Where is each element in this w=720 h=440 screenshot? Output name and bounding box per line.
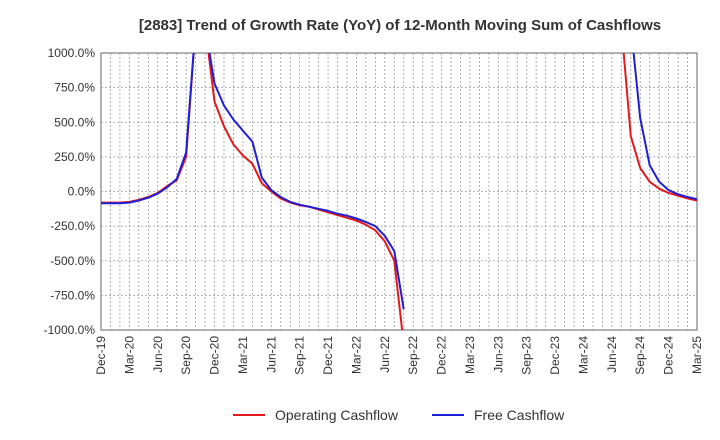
x-axis: Dec-19 Mar-20 Jun-20 Sep-20 Dec-20 Mar-21 Jun-… (94, 336, 704, 375)
x-tick-label: Mar-21 (236, 336, 250, 374)
series-line-free-cashflow (101, 53, 195, 205)
x-tick-label: Jun-23 (491, 336, 505, 373)
y-tick-label: -250.0% (50, 219, 95, 233)
series-line-operating-cashflow (207, 53, 404, 330)
y-tick-label: 250.0% (54, 150, 95, 164)
x-tick-label: Sep-22 (406, 336, 420, 375)
x-tick-label: Jun-21 (264, 336, 278, 373)
y-tick-label: -750.0% (50, 288, 95, 302)
x-tick-label: Mar-24 (576, 336, 590, 374)
legend-label: Operating Cashflow (275, 407, 399, 423)
x-tick-label: Sep-21 (293, 336, 307, 375)
plot-frame (100, 52, 698, 331)
legend: Operating Cashflow Free Cashflow (233, 407, 565, 423)
x-tick-label: Dec-24 (662, 336, 676, 375)
chart-title: [2883] Trend of Growth Rate (YoY) of 12-… (139, 17, 661, 34)
series-layer (101, 53, 697, 330)
x-tick-label: Dec-20 (208, 336, 222, 375)
y-tick-label: 500.0% (54, 115, 95, 129)
x-tick-label: Jun-22 (378, 336, 392, 373)
y-tick-label: 1000.0% (48, 46, 96, 60)
x-tick-label: Mar-23 (463, 336, 477, 374)
y-tick-label: -1000.0% (44, 323, 96, 337)
y-tick-label: -500.0% (50, 254, 95, 268)
y-axis: 1000.0% 750.0% 500.0% 250.0% 0.0% -250.0% -500… (44, 46, 96, 337)
x-tick-label: Dec-22 (435, 336, 449, 375)
series-line-operating-cashflow (622, 53, 697, 202)
x-tick-label: Dec-21 (321, 336, 335, 375)
x-tick-label: Sep-23 (520, 336, 534, 375)
x-tick-label: Sep-24 (633, 336, 647, 375)
x-tick-label: Dec-23 (548, 336, 562, 375)
x-tick-label: Mar-22 (349, 336, 363, 374)
x-tick-label: Mar-25 (690, 336, 704, 374)
x-tick-label: Mar-20 (122, 336, 136, 374)
x-tick-label: Dec-19 (94, 336, 108, 375)
x-tick-label: Sep-20 (179, 336, 193, 375)
x-tick-label: Jun-20 (151, 336, 165, 373)
y-tick-label: 750.0% (54, 81, 95, 95)
x-tick-label: Jun-24 (605, 336, 619, 373)
series-line-free-cashflow (208, 53, 405, 310)
y-tick-label: 0.0% (68, 185, 96, 199)
legend-label: Free Cashflow (474, 407, 565, 423)
series-line-free-cashflow (632, 53, 697, 201)
